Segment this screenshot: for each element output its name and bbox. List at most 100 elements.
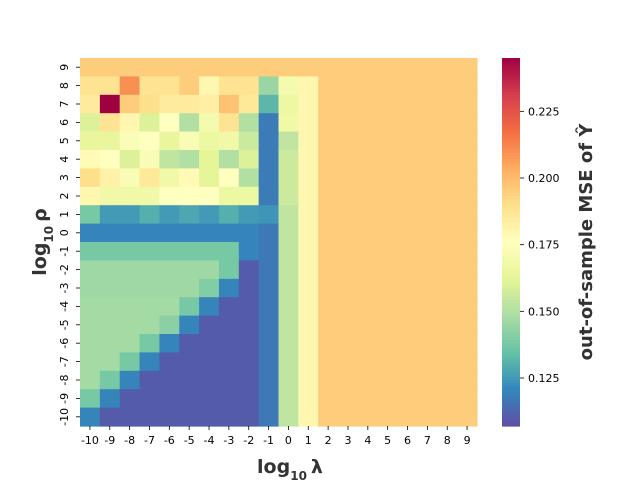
- heatmap-cell: [357, 260, 379, 280]
- heatmap-cell: [238, 76, 260, 96]
- heatmap-cell: [199, 297, 220, 317]
- y-tick-label: 9: [58, 64, 71, 71]
- heatmap-cell: [357, 94, 379, 114]
- colorbar-segment: [502, 159, 520, 163]
- y-tick-label: -4: [58, 301, 71, 312]
- heatmap-cell: [159, 407, 180, 427]
- colorbar-segment: [502, 337, 520, 341]
- heatmap-cell: [80, 113, 101, 133]
- colorbar-segment: [502, 242, 520, 246]
- heatmap-cell: [298, 407, 319, 427]
- heatmap-cell: [139, 186, 160, 206]
- heatmap-cell: [437, 352, 458, 372]
- heatmap-cell: [179, 186, 200, 206]
- heatmap-cell: [218, 205, 240, 225]
- colorbar-segment: [502, 306, 520, 311]
- colorbar-segment: [502, 208, 520, 212]
- heatmap-cell: [238, 407, 260, 427]
- colorbar-segment: [502, 324, 520, 329]
- heatmap-cell: [377, 389, 399, 409]
- heatmap-cell: [139, 260, 160, 280]
- x-axis-label: log10 λ: [257, 456, 323, 480]
- colorbar-segment: [502, 422, 520, 427]
- heatmap-cell: [99, 186, 121, 206]
- heatmap-cell: [99, 315, 121, 335]
- colorbar-segment: [502, 107, 520, 111]
- colorbar-segment: [502, 122, 520, 127]
- heatmap-cell: [278, 297, 299, 317]
- heatmap-cell: [397, 223, 419, 243]
- heatmap-cell: [397, 334, 419, 353]
- heatmap-cell: [357, 168, 379, 188]
- colorbar-segment: [502, 238, 520, 243]
- heatmap-cell: [338, 278, 359, 298]
- x-tick-label: 7: [424, 434, 431, 447]
- colorbar-segment: [502, 140, 520, 145]
- heatmap-cell: [298, 223, 319, 243]
- heatmap-cell: [179, 389, 200, 409]
- colorbar-segment: [502, 309, 520, 314]
- heatmap-cell: [139, 407, 160, 427]
- heatmap-cell: [199, 58, 220, 77]
- heatmap-cell: [377, 150, 399, 169]
- heatmap-cell: [199, 278, 220, 298]
- heatmap-cell: [238, 94, 260, 114]
- heatmap-cell: [159, 352, 180, 372]
- colorbar-segment: [502, 192, 520, 197]
- colorbar-segment: [502, 189, 520, 194]
- colorbar-segment: [502, 82, 520, 87]
- heatmap-cell: [357, 352, 379, 372]
- heatmap-cell: [238, 205, 260, 225]
- colorbar-segment: [502, 186, 520, 191]
- heatmap-cell: [119, 407, 141, 427]
- heatmap-cell: [338, 205, 359, 225]
- heatmap-cell: [119, 186, 141, 206]
- heatmap-cell: [298, 278, 319, 298]
- heatmap-cell: [437, 150, 458, 169]
- heatmap-cell: [278, 131, 299, 151]
- colorbar-segment: [502, 116, 520, 120]
- colorbar-segment: [502, 220, 520, 225]
- heatmap-cell: [377, 113, 399, 133]
- heatmap-cell: [278, 389, 299, 409]
- heatmap-cell: [318, 370, 339, 390]
- heatmap-cell: [437, 131, 458, 151]
- colorbar-segment: [502, 251, 520, 255]
- heatmap-cell: [457, 168, 478, 188]
- heatmap-cell: [159, 186, 180, 206]
- heatmap-cell: [298, 370, 319, 390]
- heatmap-cell: [80, 260, 101, 280]
- heatmap-cell: [238, 131, 260, 151]
- colorbar-segment: [502, 131, 520, 136]
- colorbar-segment: [502, 214, 520, 219]
- heatmap-cell: [159, 94, 180, 114]
- heatmap-cell: [218, 260, 240, 280]
- heatmap-cell: [278, 94, 299, 114]
- x-tick-label: 0: [285, 434, 292, 447]
- heatmap-cell: [457, 352, 478, 372]
- heatmap-cell: [119, 370, 141, 390]
- heatmap-cell: [218, 168, 240, 188]
- heatmap-cell: [80, 370, 101, 390]
- colorbar-segment: [502, 146, 520, 151]
- heatmap-cell: [218, 297, 240, 317]
- colorbar-segment: [502, 376, 520, 381]
- heatmap-cell: [159, 76, 180, 96]
- heatmap-cell: [437, 113, 458, 133]
- heatmap-cell: [139, 150, 160, 169]
- colorbar-segment: [502, 367, 520, 372]
- colorbar-segment: [502, 79, 520, 84]
- heatmap-cell: [80, 278, 101, 298]
- colorbar-segment: [502, 269, 520, 274]
- heatmap-cell: [318, 58, 339, 77]
- y-tick-label: -3: [58, 283, 71, 294]
- heatmap-cell: [298, 150, 319, 169]
- y-tick-label: 2: [58, 193, 71, 200]
- heatmap-cell: [377, 205, 399, 225]
- y-tick-label: -10: [58, 408, 71, 426]
- heatmap-cell: [159, 131, 180, 151]
- heatmap-cell: [258, 242, 280, 261]
- colorbar-segment: [502, 330, 520, 335]
- heatmap-cell: [258, 260, 280, 280]
- heatmap-cell: [437, 242, 458, 261]
